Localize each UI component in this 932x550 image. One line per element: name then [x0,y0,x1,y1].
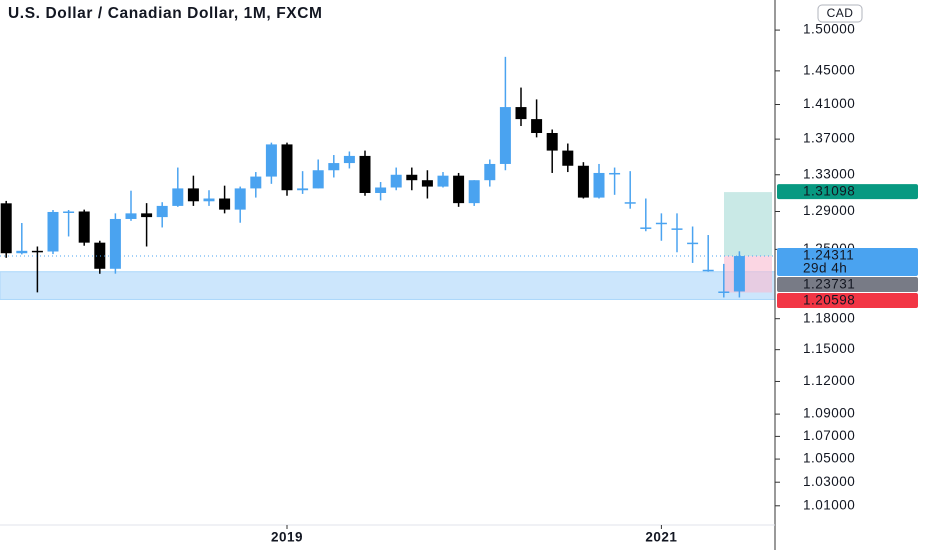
candle-body [546,132,558,151]
candle-body [125,213,137,219]
x-tick-label: 2019 [271,530,303,545]
candle-body [453,175,465,204]
currency-label: CAD [827,6,854,20]
candle-body [421,180,433,187]
zone [0,271,776,300]
candle-body [47,211,59,252]
y-tick-label: 1.05000 [803,451,855,466]
y-tick-label: 1.01000 [803,497,855,512]
target-badge-label: 1.31098 [803,184,855,199]
y-tick-label: 1.37000 [803,131,855,146]
candle-body [624,202,636,204]
candle-body [609,172,621,175]
candle-body [172,188,184,206]
plot [0,56,775,298]
candle-body [94,242,106,269]
candle-body [203,198,215,202]
candle-body [156,205,168,218]
plot-background [0,192,776,300]
y-tick-label: 1.33000 [803,166,855,181]
candle-body [343,155,355,164]
axes: 1.01000 1.03000 1.05000 1.07000 1.09000 1.120… [271,22,918,545]
candle-body [499,107,511,164]
candle-body [16,250,28,254]
candle-body [640,227,652,229]
y-tick-label: 1.12000 [803,373,855,388]
candle-body [328,163,340,171]
candle-body [375,187,387,193]
price-marker-badge [777,277,918,293]
y-tick-label: 1.45000 [803,62,855,77]
x-tick-label: 2021 [645,530,677,545]
y-tick-label: 1.18000 [803,310,855,325]
candle-body [359,155,371,193]
candle-body [671,228,683,230]
candle-body [265,144,277,177]
candle-body [250,176,262,189]
last-price-badge [777,248,918,277]
candle-body [687,242,699,245]
y-tick-label: 1.07000 [803,428,855,443]
candle-body [702,269,714,272]
candle-body [141,213,153,218]
stop-badge [777,293,918,309]
candle-body [406,174,418,181]
candle-body [468,180,480,204]
candle-body [733,256,745,292]
y-tick-label: 1.29000 [803,203,855,218]
y-tick-label: 1.03000 [803,474,855,489]
candle-body [531,119,543,133]
candle-body [31,250,43,253]
y-tick-label: 1.41000 [803,96,855,111]
candle-body [109,218,121,269]
last-price-badge-label: 29d 4h [803,261,847,276]
price-marker-badge-label: 1.23731 [803,277,855,292]
position-stop [724,256,772,293]
stop-badge-label: 1.20598 [803,293,855,308]
y-tick-label: 1.15000 [803,341,855,356]
chart-title: U.S. Dollar / Canadian Dollar, 1M, FXCM [8,5,323,22]
target-badge [777,184,918,200]
candle-body [0,203,12,254]
y-tick-label: 1.50000 [803,22,855,37]
candle-body [484,163,496,181]
candle-body [78,211,90,243]
candle-body [219,198,231,210]
candle-body [593,172,605,198]
candle-body [515,107,527,120]
candle-body [562,150,574,166]
candle-body [187,188,199,202]
candle-body [281,144,293,191]
y-tick-label: 1.09000 [803,406,855,421]
candle-body [437,175,449,187]
candle-body [297,188,309,191]
candle-body [718,291,730,293]
candle-body [312,170,324,189]
candle-body [63,211,75,213]
candle-body [577,165,589,198]
candle-body [234,188,246,210]
currency-box [817,4,863,23]
candle-body [390,174,402,188]
position-target [724,192,772,257]
last-price-badge-label: 1.24311 [803,248,854,263]
candle-body [655,222,667,225]
